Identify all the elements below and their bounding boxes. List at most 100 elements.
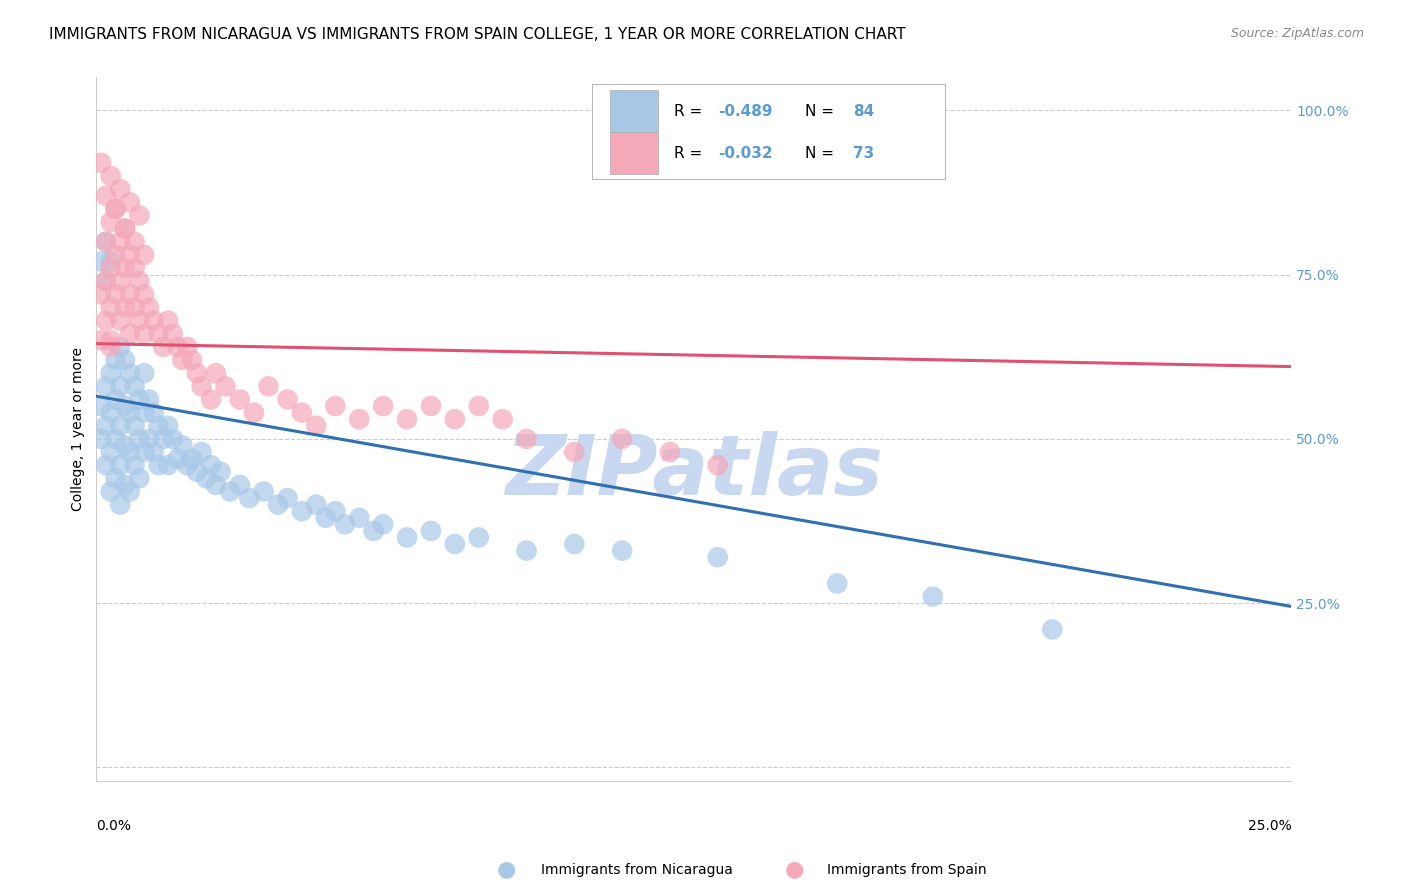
- Point: [325, 399, 347, 413]
- Point: [114, 301, 136, 315]
- Point: [444, 537, 467, 551]
- Point: [152, 340, 174, 354]
- Point: [100, 406, 122, 420]
- Point: [195, 471, 218, 485]
- Point: [363, 524, 385, 538]
- Point: [114, 221, 136, 235]
- Point: [110, 313, 132, 327]
- Text: N =: N =: [806, 146, 839, 161]
- Point: [90, 254, 112, 268]
- Point: [396, 412, 419, 426]
- Point: [373, 517, 395, 532]
- Point: [162, 326, 184, 341]
- Text: 0.0%: 0.0%: [97, 819, 131, 833]
- Point: [124, 260, 146, 275]
- Point: [562, 537, 585, 551]
- Point: [349, 510, 371, 524]
- Point: [124, 418, 146, 433]
- Point: [94, 418, 117, 433]
- Point: [110, 235, 132, 249]
- Point: [118, 484, 141, 499]
- FancyBboxPatch shape: [592, 85, 945, 179]
- Point: [157, 418, 180, 433]
- Point: [114, 260, 136, 275]
- Point: [921, 136, 943, 150]
- Point: [100, 215, 122, 229]
- Point: [118, 406, 141, 420]
- Point: [172, 438, 194, 452]
- Point: [142, 445, 165, 459]
- Point: [186, 465, 208, 479]
- Point: [396, 531, 419, 545]
- Text: 25.0%: 25.0%: [1247, 819, 1291, 833]
- Point: [706, 458, 728, 472]
- Point: [610, 432, 633, 446]
- Point: [110, 498, 132, 512]
- Point: [94, 188, 117, 202]
- Point: [118, 287, 141, 301]
- Point: [124, 235, 146, 249]
- Point: [94, 274, 117, 288]
- Point: [325, 504, 347, 518]
- Point: [291, 406, 314, 420]
- Point: [267, 498, 290, 512]
- Point: [104, 202, 127, 216]
- Point: [134, 366, 156, 380]
- Point: [277, 392, 299, 407]
- Text: ZIPatlas: ZIPatlas: [505, 431, 883, 512]
- Point: [110, 418, 132, 433]
- Point: [124, 458, 146, 472]
- Point: [114, 353, 136, 368]
- Point: [181, 353, 204, 368]
- Point: [229, 478, 252, 492]
- Point: [176, 340, 198, 354]
- Point: [186, 366, 208, 380]
- Point: [515, 543, 537, 558]
- Point: [148, 458, 170, 472]
- Point: [134, 287, 156, 301]
- Point: [176, 458, 198, 472]
- Point: [349, 412, 371, 426]
- Point: [114, 438, 136, 452]
- Point: [825, 576, 848, 591]
- Point: [200, 392, 222, 407]
- FancyBboxPatch shape: [610, 132, 658, 175]
- Point: [94, 274, 117, 288]
- Point: [124, 379, 146, 393]
- Point: [110, 274, 132, 288]
- Point: [104, 202, 127, 216]
- Point: [291, 504, 314, 518]
- Text: R =: R =: [673, 146, 707, 161]
- Text: IMMIGRANTS FROM NICARAGUA VS IMMIGRANTS FROM SPAIN COLLEGE, 1 YEAR OR MORE CORRE: IMMIGRANTS FROM NICARAGUA VS IMMIGRANTS …: [49, 27, 905, 42]
- Point: [100, 260, 122, 275]
- Point: [142, 313, 165, 327]
- Point: [94, 458, 117, 472]
- Point: [1040, 623, 1063, 637]
- Point: [658, 445, 681, 459]
- Point: [219, 484, 242, 499]
- Point: [138, 432, 160, 446]
- Text: -0.489: -0.489: [717, 103, 772, 119]
- Point: [104, 287, 127, 301]
- Point: [166, 451, 188, 466]
- Point: [238, 491, 260, 505]
- Point: [100, 169, 122, 183]
- Point: [515, 432, 537, 446]
- Point: [200, 458, 222, 472]
- Point: [124, 301, 146, 315]
- Point: [277, 491, 299, 505]
- Y-axis label: College, 1 year or more: College, 1 year or more: [72, 347, 86, 511]
- Point: [90, 287, 112, 301]
- Point: [420, 399, 443, 413]
- Point: [162, 432, 184, 446]
- Point: [104, 248, 127, 262]
- Point: [114, 399, 136, 413]
- Point: [166, 340, 188, 354]
- Point: [100, 301, 122, 315]
- Point: [114, 221, 136, 235]
- Text: Immigrants from Nicaragua: Immigrants from Nicaragua: [541, 863, 733, 877]
- Point: [209, 465, 232, 479]
- Point: [110, 340, 132, 354]
- Text: 84: 84: [853, 103, 875, 119]
- Point: [468, 399, 491, 413]
